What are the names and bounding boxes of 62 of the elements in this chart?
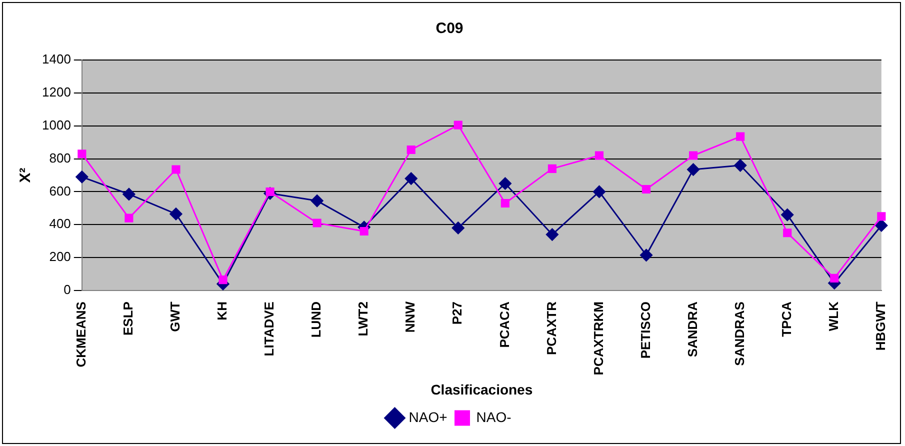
point: [498, 177, 512, 190]
point: [500, 198, 510, 208]
point: [640, 248, 653, 262]
point: [592, 185, 606, 198]
y-axis-title: X²: [17, 168, 34, 183]
point: [642, 184, 651, 194]
x-axis-title: Clasificaciones: [430, 381, 533, 398]
y-tick-label: 1000: [42, 117, 71, 132]
y-tick-label: 1200: [42, 84, 71, 100]
y-tick-label: 600: [49, 183, 71, 198]
point: [122, 188, 136, 200]
chart-title: C09: [436, 20, 464, 38]
y-tick-label: 400: [49, 216, 71, 232]
y-tick-label: 200: [49, 249, 71, 264]
point: [594, 151, 604, 160]
point: [310, 194, 324, 208]
x-tick-label: P27: [450, 302, 465, 325]
x-tick-label: LUND: [308, 302, 324, 338]
point: [877, 212, 886, 221]
x-tick-label: NNW: [402, 300, 418, 333]
point: [546, 228, 558, 241]
x-tick-label: HBGWT: [872, 301, 888, 351]
point: [689, 151, 698, 160]
x-tick-label: SANDRAS: [732, 301, 747, 366]
point: [734, 159, 747, 172]
point: [170, 208, 182, 220]
point: [78, 150, 86, 158]
x-tick-label: ESLP: [120, 301, 136, 336]
x-tick-label: PCAXTRKM: [590, 302, 606, 376]
x-tick-label: PCAXTR: [544, 300, 559, 355]
point: [124, 214, 134, 222]
point: [783, 228, 792, 238]
y-tick-label: 800: [49, 150, 71, 166]
point: [312, 218, 322, 228]
x-tick-label: CKMEANS: [74, 301, 88, 368]
x-tick-label: PCACA: [496, 300, 512, 348]
x-tick-label: PETISCO: [638, 302, 653, 359]
legend-label: NAO+: [408, 408, 448, 425]
x-tick-label: LWT2: [356, 302, 371, 336]
point: [404, 172, 418, 185]
x-tick-label: SANDRA: [684, 300, 700, 358]
x-tick-label: TPCA: [778, 300, 794, 337]
point: [830, 274, 839, 282]
point: [218, 276, 228, 284]
x-tick-label: LITADVE: [262, 301, 277, 356]
point: [406, 145, 416, 154]
x-tick-label: GWT: [168, 301, 183, 332]
point: [781, 208, 794, 222]
point: [452, 222, 464, 234]
y-tick-label: 0: [64, 282, 71, 298]
point: [687, 163, 700, 176]
point: [736, 132, 745, 141]
point: [875, 219, 888, 232]
x-tick-label: WLK: [826, 300, 841, 332]
point: [172, 165, 180, 174]
point: [548, 164, 556, 173]
point: [76, 170, 88, 184]
point: [454, 120, 462, 130]
point: [360, 226, 368, 236]
x-tick-label: KH: [214, 302, 230, 320]
legend-label: NAO-: [476, 408, 512, 425]
y-tick-label: 1400: [42, 52, 71, 67]
